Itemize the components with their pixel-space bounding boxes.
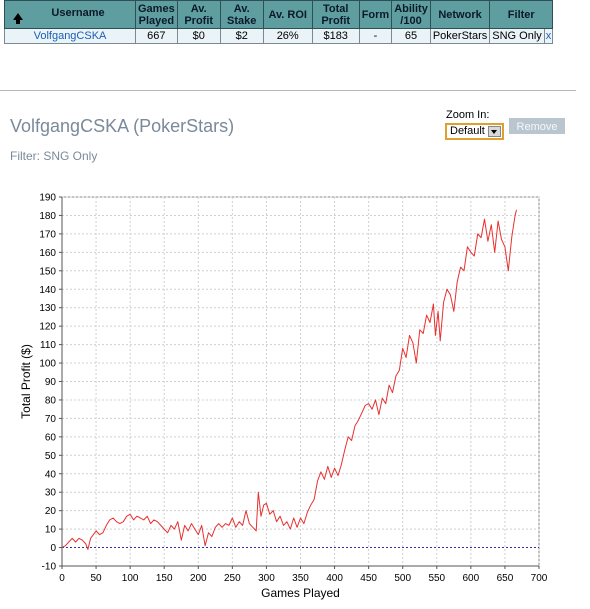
- y-tick-label: 0: [50, 543, 56, 554]
- x-tick-label: 450: [360, 573, 377, 584]
- column-av-stake-header[interactable]: Av. Stake: [219, 0, 264, 29]
- y-tick-label: 110: [40, 340, 56, 351]
- y-tick-label: 150: [39, 266, 56, 277]
- zoom-selected-value: Default: [450, 125, 485, 137]
- header-label: Stake: [227, 14, 257, 27]
- column-games-played-header[interactable]: Games Played: [135, 0, 178, 29]
- username-link[interactable]: VolfgangCSKA: [4, 28, 136, 44]
- x-tick-label: 0: [59, 573, 65, 584]
- header-label: Av.: [233, 2, 250, 15]
- remove-row-link[interactable]: x: [543, 28, 554, 44]
- y-tick-label: 50: [45, 451, 57, 462]
- graph-title: VolfgangCSKA (PokerStars): [10, 116, 235, 136]
- y-tick-label: 180: [39, 211, 56, 222]
- x-tick-label: 650: [497, 573, 514, 584]
- header-label: Profit: [184, 14, 214, 27]
- header-label: /100: [400, 14, 422, 27]
- y-tick-label: 30: [45, 488, 57, 499]
- y-tick-label: 130: [39, 303, 56, 314]
- games-played-cell: 667: [135, 28, 178, 44]
- y-tick-label: 20: [45, 506, 57, 517]
- column-username-header[interactable]: Username: [4, 0, 136, 29]
- profit-chart: -100102030405060708090100110120130140150…: [19, 193, 548, 601]
- form-cell: -: [358, 28, 393, 44]
- x-tick-label: 50: [91, 573, 103, 584]
- header-label: Played: [138, 14, 175, 27]
- header-label: Profit: [321, 14, 351, 27]
- header-label: Filter: [507, 8, 535, 21]
- x-tick-label: 100: [122, 573, 139, 584]
- table-row: VolfgangCSKA 667 $0 $2 26% $183 - 65 Pok…: [4, 28, 554, 44]
- y-tick-label: -10: [42, 562, 57, 573]
- column-form-header[interactable]: Form: [358, 0, 393, 29]
- x-tick-label: 700: [531, 573, 548, 584]
- header-label: Network: [438, 8, 482, 21]
- av-stake-cell: $2: [219, 28, 264, 44]
- y-tick-label: 10: [45, 525, 57, 536]
- y-tick-label: 80: [45, 395, 57, 406]
- header-label: Ability: [394, 2, 428, 15]
- y-tick-label: 120: [39, 322, 56, 333]
- x-tick-label: 250: [224, 573, 241, 584]
- y-tick-label: 140: [39, 285, 56, 296]
- graph-filter-text: Filter: SNG Only: [10, 149, 98, 163]
- column-network-header[interactable]: Network: [429, 0, 491, 29]
- av-profit-cell: $0: [176, 28, 221, 44]
- x-axis-label: Games Played: [261, 586, 340, 600]
- chevron-down-icon[interactable]: [488, 126, 501, 137]
- x-tick-label: 300: [258, 573, 275, 584]
- x-tick-label: 400: [326, 573, 343, 584]
- header-label: Total: [322, 2, 349, 15]
- y-tick-label: 70: [45, 414, 57, 425]
- zoom-label: Zoom In:: [446, 109, 490, 121]
- av-roi-cell: 26%: [262, 28, 313, 44]
- x-tick-label: 500: [394, 573, 411, 584]
- total-profit-cell: $183: [311, 28, 360, 44]
- header-label: Form: [361, 8, 390, 21]
- header-label: Games: [138, 2, 175, 15]
- player-stats-table: Username Games Played Av. Profit Av. Stake …: [4, 0, 554, 44]
- network-cell: PokerStars: [429, 28, 491, 44]
- column-filter-header[interactable]: Filter: [489, 0, 554, 29]
- table-header-row: Username Games Played Av. Profit Av. Stake …: [4, 0, 554, 29]
- x-tick-label: 150: [156, 573, 173, 584]
- y-tick-label: 100: [39, 359, 56, 370]
- zoom-select[interactable]: Default: [445, 123, 504, 140]
- sort-arrow-icon[interactable]: [13, 13, 23, 24]
- y-tick-label: 170: [39, 229, 56, 240]
- x-tick-label: 350: [292, 573, 309, 584]
- column-av-profit-header[interactable]: Av. Profit: [176, 0, 221, 29]
- x-tick-label: 200: [190, 573, 207, 584]
- column-av-roi-header[interactable]: Av. ROI: [262, 0, 313, 29]
- y-tick-label: 190: [39, 193, 56, 204]
- profit-series-line: [61, 209, 517, 550]
- column-ability-header[interactable]: Ability/100: [391, 0, 431, 29]
- remove-button[interactable]: Remove: [509, 118, 565, 134]
- header-label: Av.: [190, 2, 207, 15]
- section-divider: [0, 90, 576, 91]
- header-username-label: Username: [51, 7, 105, 19]
- y-axis-label: Total Profit ($): [19, 344, 33, 419]
- y-tick-label: 40: [45, 469, 57, 480]
- x-tick-label: 550: [428, 573, 445, 584]
- y-tick-label: 90: [45, 377, 57, 388]
- header-label: Av. ROI: [268, 8, 307, 21]
- filter-cell: SNG Only: [489, 28, 545, 44]
- y-tick-label: 160: [39, 248, 56, 259]
- column-total-profit-header[interactable]: Total Profit: [311, 0, 360, 29]
- ability-cell: 65: [391, 28, 431, 44]
- y-tick-label: 60: [45, 432, 57, 443]
- x-tick-label: 600: [463, 573, 480, 584]
